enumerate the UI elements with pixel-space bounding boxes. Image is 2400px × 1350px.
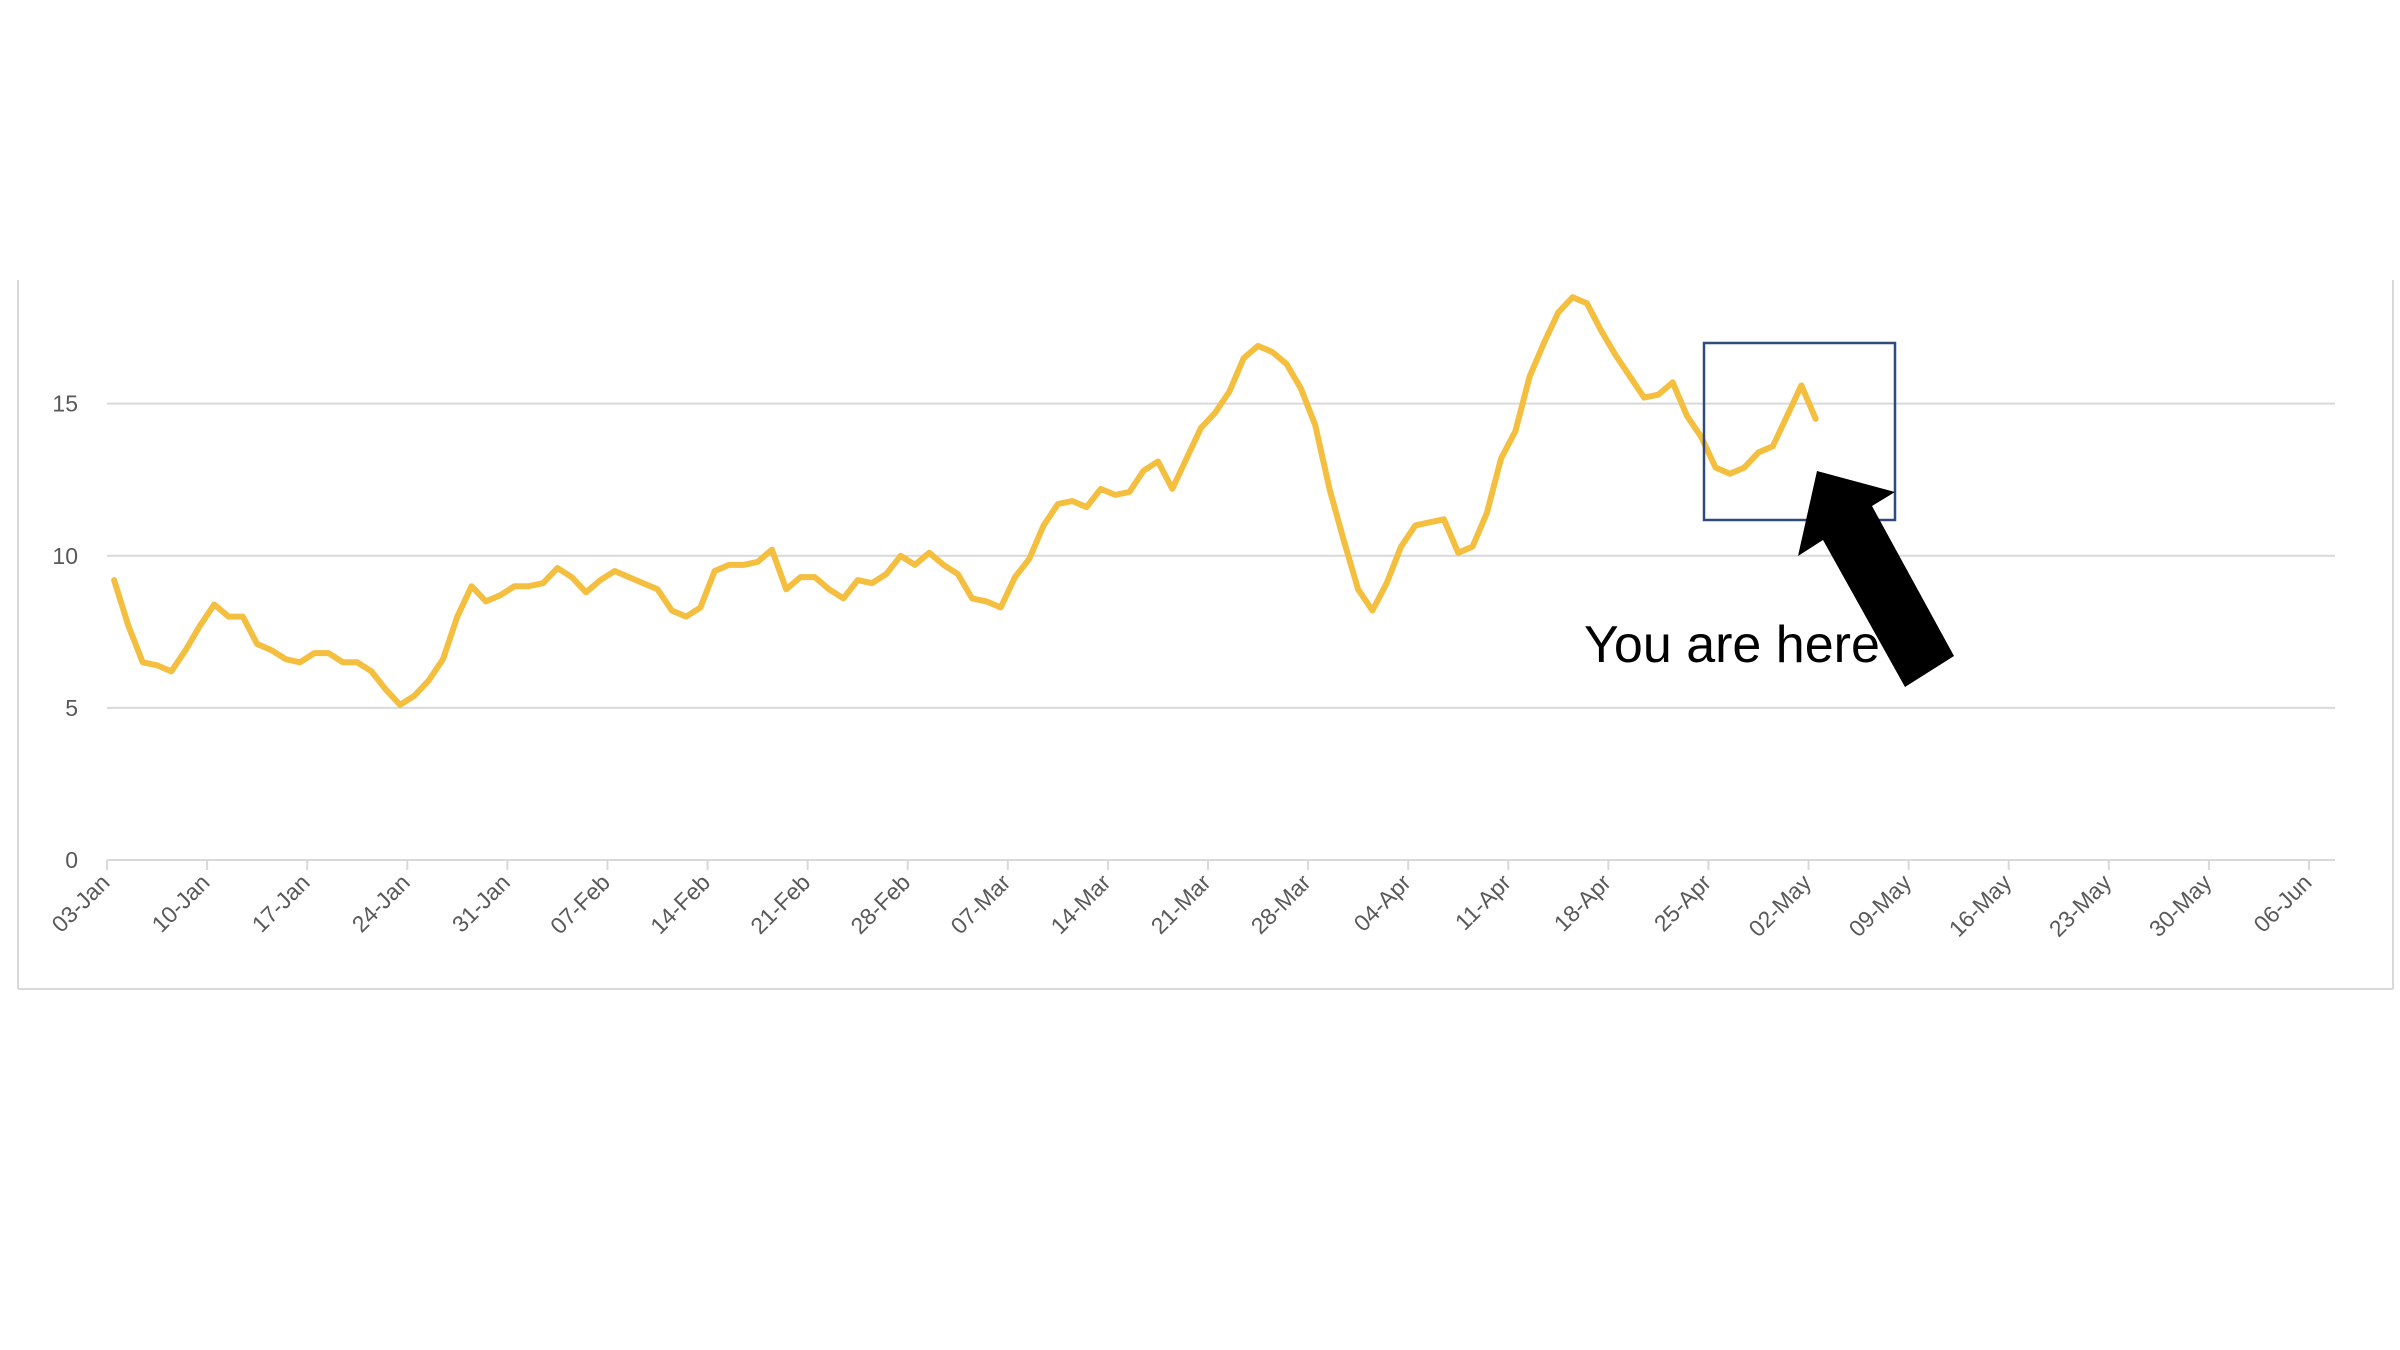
x-tick-label: 10-Jan [147, 869, 215, 937]
x-tick-label: 21-Mar [1146, 869, 1216, 939]
y-tick-label: 15 [52, 391, 78, 417]
callout-text: You are here [1584, 616, 1880, 674]
x-tick-label: 14-Feb [645, 869, 715, 939]
x-tick-label: 31-Jan [447, 869, 515, 937]
x-tick-label: 18-Apr [1549, 869, 1616, 936]
y-tick-label: 10 [52, 543, 78, 569]
x-tick-label: 21-Feb [745, 869, 815, 939]
x-tick-label: 07-Mar [945, 869, 1015, 939]
x-tick-label: 25-Apr [1649, 869, 1716, 936]
y-tick-label: 5 [65, 695, 78, 721]
x-tick-label: 11-Apr [1450, 869, 1516, 935]
gridlines [107, 402, 2335, 861]
x-tick-label: 14-Mar [1046, 869, 1116, 939]
x-tick-label: 09-May [1844, 869, 1917, 942]
x-tick-label: 28-Mar [1246, 869, 1316, 939]
x-tick-label: 30-May [2144, 869, 2217, 942]
series-line [111, 294, 1819, 708]
x-tick-label: 28-Feb [845, 869, 915, 939]
y-tick-label: 0 [65, 847, 78, 873]
x-tick-label: 17-Jan [247, 869, 315, 937]
chart-frame [17, 280, 2394, 990]
x-tick-label: 06-Jun [2248, 869, 2316, 937]
highlight-box [1702, 341, 1897, 522]
y-axis: 0 5 10 15 [52, 391, 78, 873]
x-tick-label: 03-Jan [46, 869, 114, 937]
x-tick-label: 23-May [2044, 869, 2117, 942]
x-tick-label: 24-Jan [347, 869, 415, 937]
x-tick-label: 04-Apr [1349, 869, 1416, 936]
x-axis: 03-Jan 10-Jan 17-Jan 24-Jan 31-Jan 07-Feb 14-F… [46, 860, 2317, 942]
x-tick-label: 02-May [1743, 869, 1816, 942]
x-tick-label: 16-May [1944, 869, 2017, 942]
x-tick-label: 07-Feb [545, 869, 615, 939]
arrow-icon [1798, 471, 1954, 687]
